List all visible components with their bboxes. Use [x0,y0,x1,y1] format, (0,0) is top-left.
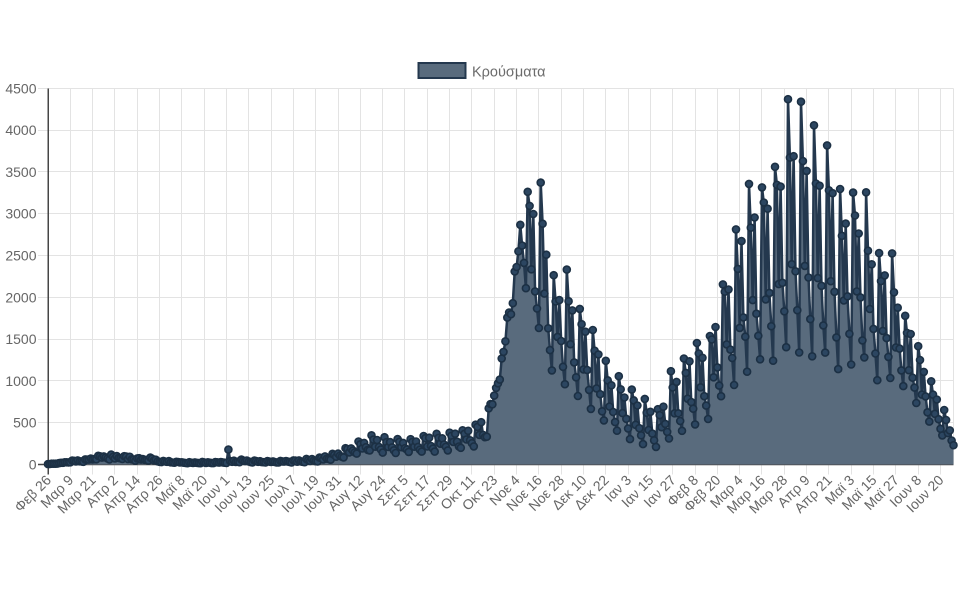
svg-text:4500: 4500 [5,80,36,96]
svg-text:3000: 3000 [5,206,36,222]
svg-text:0: 0 [29,457,37,473]
svg-text:3500: 3500 [5,164,36,180]
svg-text:500: 500 [13,415,37,431]
svg-text:2000: 2000 [5,289,36,305]
svg-text:4000: 4000 [5,122,36,138]
svg-text:Κρούσματα: Κρούσματα [472,65,546,81]
svg-text:2500: 2500 [5,248,36,264]
svg-text:1000: 1000 [5,373,36,389]
svg-text:1500: 1500 [5,331,36,347]
